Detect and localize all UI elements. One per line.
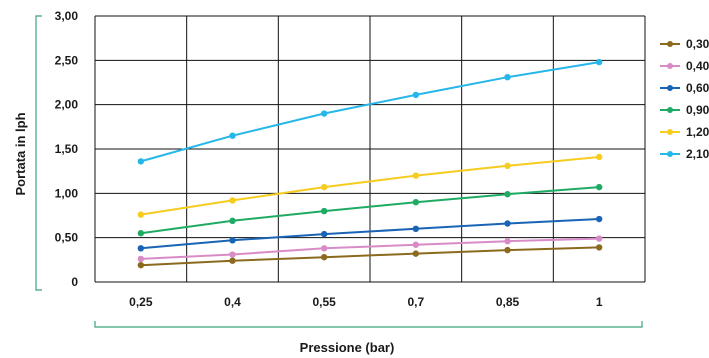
series-layer	[137, 58, 603, 269]
x-tick-label: 0,7	[407, 295, 424, 309]
series-3	[137, 183, 603, 237]
data-point	[595, 215, 603, 223]
y-tick-label: 1,50	[55, 142, 79, 156]
data-point	[229, 217, 236, 225]
data-point	[595, 235, 603, 242]
series-0	[137, 244, 603, 269]
legend-label: 2,10	[686, 147, 709, 161]
data-point	[320, 245, 328, 252]
data-point	[412, 225, 420, 232]
data-point	[320, 110, 328, 117]
data-point	[137, 255, 145, 263]
legend-swatch-marker	[667, 63, 673, 69]
legend-item: 0,30	[660, 37, 709, 51]
data-point	[504, 162, 511, 170]
y-axis-bracket	[35, 15, 42, 291]
x-tick-label: 1	[596, 295, 603, 309]
y-tick-label: 0,50	[55, 231, 79, 245]
axes: 0 0,50 1,00 1,50 2,00 2,50 3,00 0,25 0,4 0,55 0,7 0…	[35, 9, 643, 328]
data-point	[504, 191, 511, 198]
data-point	[137, 158, 145, 165]
series-2	[137, 215, 603, 252]
legend-item: 0,60	[660, 81, 709, 95]
y-tick-label: 2,00	[55, 98, 79, 112]
data-point	[320, 183, 328, 191]
data-point	[229, 257, 236, 264]
y-tick-label: 1,00	[55, 186, 79, 200]
data-point	[504, 238, 511, 245]
series-line	[140, 186, 600, 235]
x-tick-label: 0,25	[129, 295, 153, 309]
series-line	[140, 156, 600, 216]
legend-swatch-marker	[667, 151, 673, 157]
data-point	[320, 207, 328, 215]
legend-item: 1,20	[660, 125, 709, 139]
legend-label: 0,90	[686, 103, 709, 117]
x-tick-label: 0,4	[224, 295, 241, 309]
legend-item: 0,40	[660, 59, 709, 73]
y-axis-title: Portata in lph	[13, 112, 28, 195]
legend-swatch-marker	[667, 129, 673, 135]
data-point	[137, 261, 145, 269]
data-point	[412, 250, 420, 257]
legend-item: 0,90	[660, 103, 709, 117]
legend-label: 0,60	[686, 81, 709, 95]
legend-swatch-marker	[667, 85, 673, 91]
data-point	[137, 245, 145, 252]
data-point	[412, 241, 420, 248]
legend: 0,30 0,40 0,60 0,90 1,20 2,10	[660, 37, 709, 161]
x-axis-bracket	[94, 321, 643, 328]
data-point	[412, 91, 420, 99]
data-point	[504, 220, 511, 227]
data-point	[229, 197, 236, 204]
data-point	[504, 73, 511, 81]
series-5	[137, 58, 603, 165]
legend-item: 2,10	[660, 147, 709, 161]
legend-label: 0,30	[686, 37, 709, 51]
data-point	[320, 230, 328, 238]
data-point	[229, 251, 236, 258]
legend-label: 0,40	[686, 59, 709, 73]
data-point	[504, 246, 511, 254]
series-line	[140, 237, 600, 260]
data-point	[595, 183, 603, 191]
series-line	[140, 246, 600, 267]
legend-swatch-marker	[667, 41, 673, 47]
y-tick-label: 3,00	[55, 9, 79, 23]
data-point	[412, 199, 420, 206]
data-point	[229, 237, 236, 244]
series-line	[140, 61, 600, 163]
data-point	[412, 172, 420, 179]
x-tick-label: 0,55	[312, 295, 336, 309]
y-tick-label: 0	[71, 275, 78, 289]
series-4	[137, 153, 603, 218]
data-point	[595, 153, 603, 161]
legend-label: 1,20	[686, 125, 709, 139]
series-line	[140, 218, 600, 250]
data-point	[229, 132, 236, 139]
data-point	[137, 230, 145, 237]
data-point	[595, 244, 603, 251]
grid	[94, 15, 646, 283]
series-1	[137, 235, 603, 263]
data-point	[137, 211, 145, 218]
legend-swatch-marker	[667, 107, 673, 113]
data-point	[595, 58, 603, 66]
x-tick-label: 0,85	[496, 295, 520, 309]
data-point	[320, 253, 328, 261]
x-axis-title: Pressione (bar)	[300, 340, 395, 355]
y-tick-label: 2,50	[55, 53, 79, 67]
